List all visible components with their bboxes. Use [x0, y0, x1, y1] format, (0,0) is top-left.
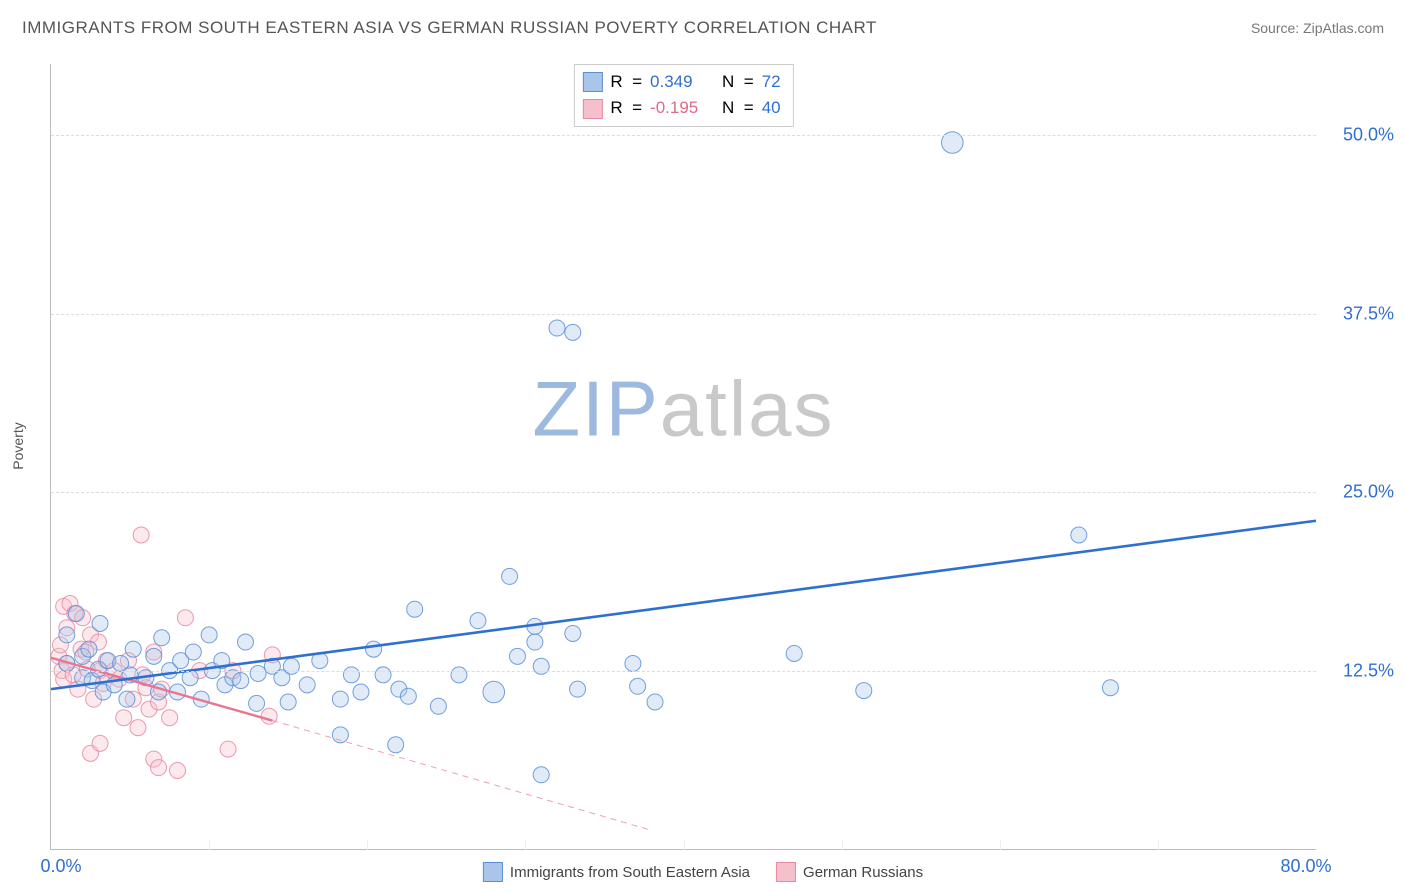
legend-label-gr: German Russians — [803, 864, 923, 881]
chart-title: IMMIGRANTS FROM SOUTH EASTERN ASIA VS GE… — [22, 18, 877, 38]
legend-bottom: Immigrants from South Eastern Asia Germa… — [473, 858, 933, 886]
legend-label-sea: Immigrants from South Eastern Asia — [510, 864, 750, 881]
chart-plot-area: ZIPatlas R = 0.349 N = 72 R = -0.195 N =… — [50, 64, 1316, 850]
swatch-gr — [776, 862, 796, 882]
y-tick-label: 37.5% — [1343, 303, 1394, 324]
source-label: Source: ZipAtlas.com — [1251, 20, 1384, 36]
y-tick-label: 50.0% — [1343, 125, 1394, 146]
legend-item-gr: German Russians — [776, 862, 923, 882]
y-tick-label: 25.0% — [1343, 482, 1394, 503]
scatter-svg — [51, 64, 1316, 849]
y-axis-label: Poverty — [10, 422, 26, 469]
x-tick-label: 80.0% — [1280, 856, 1331, 877]
x-tick-label: 0.0% — [40, 856, 81, 877]
swatch-sea — [483, 862, 503, 882]
legend-item-sea: Immigrants from South Eastern Asia — [483, 862, 750, 882]
y-tick-label: 12.5% — [1343, 660, 1394, 681]
